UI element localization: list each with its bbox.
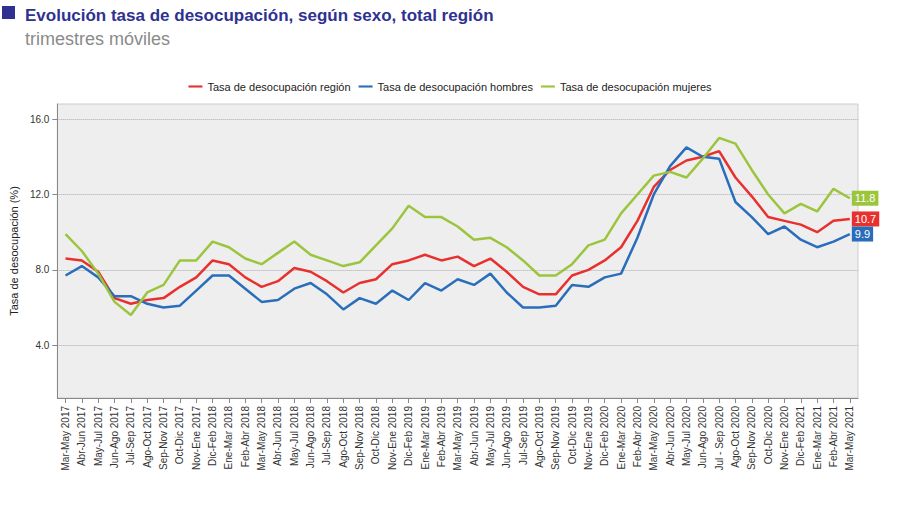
svg-text:12.0: 12.0 (30, 189, 50, 200)
svg-text:4.0: 4.0 (35, 340, 49, 351)
svg-text:9.9: 9.9 (855, 228, 870, 240)
svg-text:Abr-Jun 2019: Abr-Jun 2019 (469, 406, 480, 466)
svg-text:Mar-May 2017: Mar-May 2017 (60, 406, 71, 471)
svg-text:Feb-Abr 2019: Feb-Abr 2019 (436, 406, 447, 468)
svg-text:May-Jul 2019: May-Jul 2019 (485, 406, 496, 466)
svg-text:Oct-Dic 2018: Oct-Dic 2018 (370, 406, 381, 465)
svg-text:Dic-Feb 2019: Dic-Feb 2019 (403, 406, 414, 466)
svg-text:Ene-Mar 2018: Ene-Mar 2018 (223, 406, 234, 470)
svg-text:Jul - Sep 2020: Jul - Sep 2020 (714, 406, 725, 471)
svg-text:Oct-Dic 2019: Oct-Dic 2019 (567, 406, 578, 465)
svg-text:Jun-Ago 2018: Jun-Ago 2018 (305, 406, 316, 469)
svg-text:Jul-Sep 2017: Jul-Sep 2017 (125, 406, 136, 465)
svg-text:Feb-Abr 2018: Feb-Abr 2018 (240, 406, 251, 468)
svg-text:Tasa de desocupación región: Tasa de desocupación región (207, 81, 350, 93)
svg-text:Sep-Nov 2019: Sep-Nov 2019 (550, 406, 561, 470)
svg-text:11.8: 11.8 (855, 192, 876, 204)
svg-text:Feb-Abr 2020: Feb-Abr 2020 (632, 406, 643, 468)
svg-text:Mar-May 2019: Mar-May 2019 (452, 406, 463, 471)
svg-text:Dic-Feb 2018: Dic-Feb 2018 (207, 406, 218, 466)
svg-text:Tasa de desocupación (%): Tasa de desocupación (%) (8, 186, 20, 316)
svg-text:Jul-Sep 2019: Jul-Sep 2019 (518, 406, 529, 465)
svg-text:Jun-Ago 2020: Jun-Ago 2020 (697, 406, 708, 469)
svg-text:Ago-Oct 2018: Ago-Oct 2018 (338, 406, 349, 468)
svg-text:8.0: 8.0 (35, 264, 49, 275)
svg-text:Mar-May 2020: Mar-May 2020 (648, 406, 659, 471)
svg-text:Ago-Oct 2017: Ago-Oct 2017 (142, 406, 153, 468)
svg-text:Sep-Nov 2020: Sep-Nov 2020 (746, 406, 757, 470)
svg-text:Oct-Dic 2017: Oct-Dic 2017 (174, 406, 185, 465)
svg-text:Tasa de desocupación hombres: Tasa de desocupación hombres (378, 81, 534, 93)
svg-text:Dic-Feb 2020: Dic-Feb 2020 (599, 406, 610, 466)
svg-text:Abr-Jun 2017: Abr-Jun 2017 (76, 406, 87, 466)
svg-text:May-Jul 2020: May-Jul 2020 (681, 406, 692, 466)
svg-text:Dic-Feb 2021: Dic-Feb 2021 (795, 406, 806, 466)
svg-text:Ene-Mar 2020: Ene-Mar 2020 (616, 406, 627, 470)
svg-text:Oct-Dic 2020: Oct-Dic 2020 (763, 406, 774, 465)
svg-text:Evolución tasa de desocupación: Evolución tasa de desocupación, según se… (25, 6, 494, 25)
svg-text:Feb-Abr 2021: Feb-Abr 2021 (828, 406, 839, 468)
svg-text:Jun-Ago 2017: Jun-Ago 2017 (109, 406, 120, 469)
svg-text:Ene-Mar 2019: Ene-Mar 2019 (420, 406, 431, 470)
svg-text:Sep-Nov 2017: Sep-Nov 2017 (158, 406, 169, 470)
svg-text:Mar-May 2018: Mar-May 2018 (256, 406, 267, 471)
svg-text:Jul-Sep 2018: Jul-Sep 2018 (321, 406, 332, 465)
svg-text:Ago-Oct 2020: Ago-Oct 2020 (730, 406, 741, 468)
svg-text:May-Jul 2017: May-Jul 2017 (93, 406, 104, 466)
svg-text:Nov-Ene 2019: Nov-Ene 2019 (583, 406, 594, 470)
svg-text:Jun-Ago 2019: Jun-Ago 2019 (501, 406, 512, 469)
svg-text:Sep-Nov 2018: Sep-Nov 2018 (354, 406, 365, 470)
svg-text:Ene-Mar 2021: Ene-Mar 2021 (812, 406, 823, 470)
svg-text:Abr-Jun 2020: Abr-Jun 2020 (665, 406, 676, 466)
svg-text:May-Jul 2018: May-Jul 2018 (289, 406, 300, 466)
svg-text:Abr-Jun 2018: Abr-Jun 2018 (272, 406, 283, 466)
svg-text:Tasa de desocupación mujeres: Tasa de desocupación mujeres (560, 81, 712, 93)
svg-text:Nov-Ene 2017: Nov-Ene 2017 (191, 406, 202, 470)
svg-text:Nov-Ene 2018: Nov-Ene 2018 (387, 406, 398, 470)
svg-text:10.7: 10.7 (855, 213, 876, 225)
svg-text:Nov-Ene 2020: Nov-Ene 2020 (779, 406, 790, 470)
svg-text:Ago-Oct 2019: Ago-Oct 2019 (534, 406, 545, 468)
svg-text:trimestres móviles: trimestres móviles (25, 29, 170, 49)
svg-text:Mar-May 2021: Mar-May 2021 (844, 406, 855, 471)
svg-text:16.0: 16.0 (30, 114, 50, 125)
